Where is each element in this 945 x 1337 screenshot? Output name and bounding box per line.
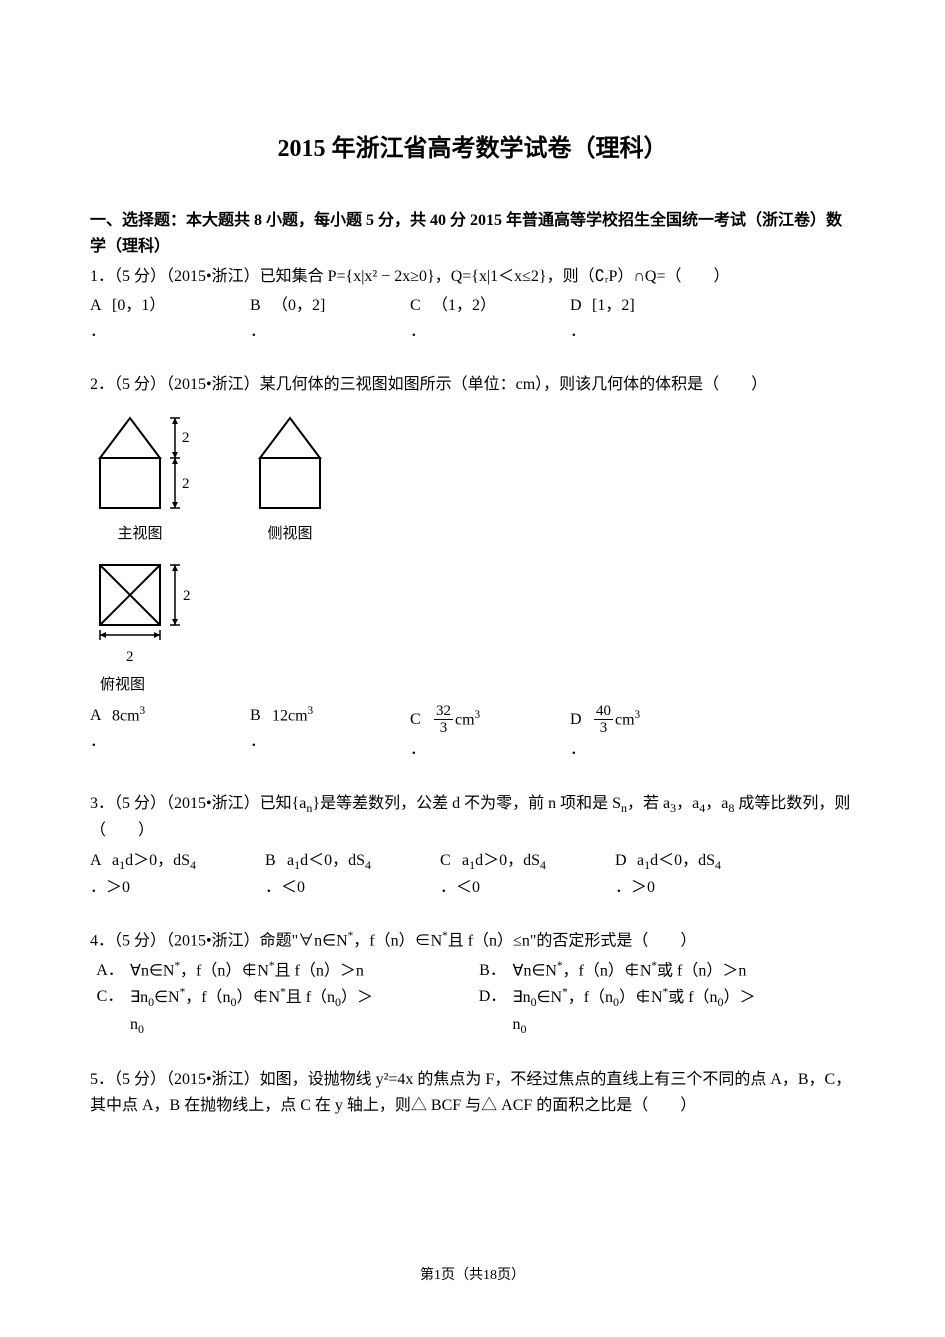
q2-b-val: 12cm3 — [272, 703, 313, 729]
q2-views-row: 2 2 主视图 侧视图 — [90, 408, 855, 546]
dot: ． — [615, 879, 631, 896]
q4-options: A． ∀n∈N*，f（n）∉N*且 f（n）＞n B． ∀n∈N*，f（n）∉N… — [90, 958, 855, 1039]
q4-b-key: B． — [473, 958, 513, 984]
side-view-svg — [250, 408, 330, 518]
dot: ． — [90, 729, 106, 755]
q4-a-val: ∀n∈N*，f（n）∉N*且 f（n）＞n — [130, 958, 473, 984]
main-view-label: 主视图 — [117, 522, 162, 546]
q3-c-l1: a1d＞0，dS4 — [462, 848, 546, 875]
q4-a-key: A． — [90, 958, 130, 984]
q1-c-val: （1，2） — [432, 293, 496, 319]
q4-d-key: D． — [473, 984, 513, 1039]
q1-stem: 1．（5 分）（2015•浙江）已知集合 P={x|x² − 2x≥0}，Q={… — [90, 264, 855, 290]
q1-options: A[0，1） ． B（0，2] ． C（1，2） ． D[1，2] ． — [90, 293, 855, 344]
q1-a-key: A — [90, 293, 112, 319]
q4-c-key: C． — [90, 984, 130, 1039]
q1-d-val: [1，2] — [592, 293, 635, 319]
dot: ． — [410, 737, 426, 763]
q3-b-l1: a1d＜0，dS4 — [287, 848, 371, 875]
dot: ． — [265, 879, 281, 896]
q2-c-unit: cm3 — [455, 707, 480, 733]
dim-text: 2 — [183, 588, 191, 604]
main-view-svg: 2 2 — [90, 408, 190, 518]
top-view-svg: 2 — [90, 560, 200, 645]
q1-c-key: C — [410, 293, 432, 319]
top-dim-2: 2 — [126, 645, 134, 669]
q4-b-val: ∀n∈N*，f（n）∉N*或 f（n）＞n — [513, 958, 856, 984]
dot: ． — [570, 737, 586, 763]
dot: ． — [90, 319, 106, 345]
page-title: 2015 年浙江省高考数学试卷（理科） — [90, 130, 855, 168]
question-3: 3．（5 分）（2015•浙江）已知{an}是等差数列，公差 d 不为零，前 n… — [90, 791, 855, 901]
q3-a-l1: a1d＞0，dS4 — [112, 848, 196, 875]
section-header: 一、选择题：本大题共 8 小题，每小题 5 分，共 40 分 2015 年普通高… — [90, 208, 855, 259]
q2-stem: 2．（5 分）（2015•浙江）某几何体的三视图如图所示（单位：cm），则该几何… — [90, 372, 855, 398]
q1-b-val: （0，2] — [272, 293, 325, 319]
q3-stem: 3．（5 分）（2015•浙江）已知{an}是等差数列，公差 d 不为零，前 n… — [90, 791, 855, 844]
question-2: 2．（5 分）（2015•浙江）某几何体的三视图如图所示（单位：cm），则该几何… — [90, 372, 855, 762]
q2-d-frac: 403 — [594, 703, 613, 737]
question-5: 5．（5 分）（2015•浙江）如图，设抛物线 y²=4x 的焦点为 F，不经过… — [90, 1067, 855, 1118]
q3-b-key: B — [265, 848, 287, 874]
dim-text: 2 — [182, 476, 190, 492]
q2-top-view: 2 2 俯视图 — [90, 560, 855, 697]
q2-a-key: A — [90, 703, 112, 729]
q2-side-view: 侧视图 — [250, 408, 330, 546]
q2-a-val: 8cm3 — [112, 703, 145, 729]
q2-options: A8cm3 ． B12cm3 ． C 323 cm3 ． D 403 cm3 ． — [90, 703, 855, 763]
q3-c-key: C — [440, 848, 462, 874]
q3-d-key: D — [615, 848, 637, 874]
q4-stem: 4．（5 分）（2015•浙江）命题"∀n∈N*，f（n）∈N*且 f（n）≤n… — [90, 928, 855, 954]
dot: ． — [440, 879, 456, 896]
question-1: 1．（5 分）（2015•浙江）已知集合 P={x|x² − 2x≥0}，Q={… — [90, 264, 855, 345]
q2-b-key: B — [250, 703, 272, 729]
dot: ． — [410, 319, 426, 345]
q3-d-l1: a1d＜0，dS4 — [637, 848, 721, 875]
q3-options: Aa1d＞0，dS4 ．＞0 Ba1d＜0，dS4 ．＜0 Ca1d＞0，dS4… — [90, 848, 855, 901]
q3-b-l2: ＜0 — [281, 879, 305, 896]
dot: ． — [570, 319, 586, 345]
q4-d-val: ∃n0∈N*，f（n0）∉N*或 f（n0）＞n0 — [513, 984, 856, 1039]
q3-a-l2: ＞0 — [106, 879, 130, 896]
q4-c-val: ∃n0∈N*，f（n0）∉N*且 f（n0）＞n0 — [130, 984, 473, 1039]
q5-stem: 5．（5 分）（2015•浙江）如图，设抛物线 y²=4x 的焦点为 F，不经过… — [90, 1067, 855, 1118]
q2-c-key: C — [410, 707, 432, 733]
q1-b-key: B — [250, 293, 272, 319]
dot: ． — [90, 879, 106, 896]
dot: ． — [250, 319, 266, 345]
q3-d-l2: ＞0 — [631, 879, 655, 896]
q1-a-val: [0，1） — [112, 293, 165, 319]
q2-c-frac: 323 — [434, 703, 453, 737]
q2-main-view: 2 2 主视图 — [90, 408, 190, 546]
side-view-label: 侧视图 — [267, 522, 312, 546]
top-view-label: 俯视图 — [100, 673, 145, 697]
q2-d-unit: cm3 — [615, 707, 640, 733]
q3-c-l2: ＜0 — [456, 879, 480, 896]
q1-d-key: D — [570, 293, 592, 319]
q2-d-key: D — [570, 707, 592, 733]
q3-a-key: A — [90, 848, 112, 874]
dim-text: 2 — [182, 430, 190, 446]
page-footer: 第1页（共18页） — [0, 1265, 945, 1287]
question-4: 4．（5 分）（2015•浙江）命题"∀n∈N*，f（n）∈N*且 f（n）≤n… — [90, 928, 855, 1039]
dot: ． — [250, 729, 266, 755]
